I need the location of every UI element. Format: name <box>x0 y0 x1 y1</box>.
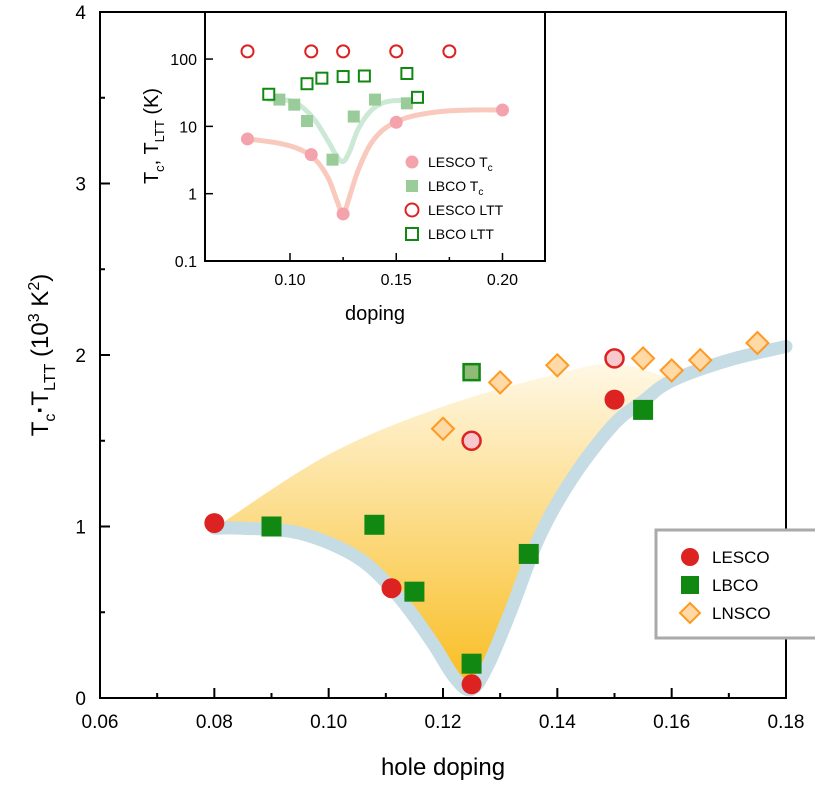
lbco-point <box>519 544 539 564</box>
inset-lbco-tc-point <box>369 94 381 106</box>
inset-legend-label: LBCO LTT <box>428 226 494 242</box>
main-x-tick-label: 0.14 <box>539 712 576 733</box>
inset-y-tick-label: 10 <box>179 119 197 136</box>
lbco-point <box>633 400 653 420</box>
inset-lbco-ltt-point <box>263 89 274 100</box>
main-legend: LESCO LBCO LNSCO <box>656 530 815 638</box>
main-legend-marker <box>681 548 699 566</box>
inset-lbco-tc-point <box>327 154 339 166</box>
main-x-tick-label: 0.06 <box>82 712 119 733</box>
inset-lesco-tc-point <box>390 116 403 129</box>
main-legend-label: LBCO <box>712 576 758 595</box>
lesco-point <box>462 674 482 694</box>
lnsco-point <box>632 347 654 369</box>
inset-lbco-ltt-point <box>412 92 423 103</box>
inset-legend-marker <box>406 180 418 192</box>
highlight-point <box>606 349 624 367</box>
inset-lbco-tc-point <box>288 99 300 111</box>
main-x-tick-label: 0.10 <box>310 712 347 733</box>
inset-lbco-ltt-point <box>302 78 313 89</box>
lbco-point <box>364 515 384 535</box>
main-legend-label: LESCO <box>712 548 770 567</box>
inset-y-tick-label: 0.1 <box>175 254 197 271</box>
inset-y-axis-label: Tc, TLTT (K) <box>141 88 167 184</box>
main-y-tick-label: 4 <box>75 3 86 24</box>
inset-lbco-ltt-point <box>316 73 327 84</box>
inset-lesco-ltt-point <box>337 45 349 57</box>
inset-lesco-tc-point <box>241 132 254 145</box>
inset-lbco-ltt-point <box>359 71 370 82</box>
inset-x-axis-label: doping <box>345 303 405 325</box>
main-legend-marker <box>681 576 699 594</box>
inset-lbco-ltt-point <box>401 68 412 79</box>
main-legend-items: LESCO LBCO LNSCO <box>680 548 771 623</box>
main-y-tick-label: 0 <box>75 689 86 710</box>
inset-y-tick-label: 100 <box>170 52 197 69</box>
inset-legend-label: LESCO LTT <box>428 202 504 218</box>
main-x-axis-label: hole doping <box>381 754 505 781</box>
inset-lbco-tc-point <box>348 111 360 123</box>
inset-lbco-tc-point <box>301 115 313 127</box>
inset-lbco-ltt-point <box>338 71 349 82</box>
lesco-point <box>605 390 625 410</box>
inset-lesco-ltt-point <box>390 45 402 57</box>
main-y-tick-label: 1 <box>75 518 86 539</box>
lesco-point <box>204 513 224 533</box>
inset-lesco-tc-point <box>305 148 318 161</box>
lbco-point <box>404 582 424 602</box>
inset-x-tick-label: 0.20 <box>487 272 518 289</box>
inset-lesco-tc-point <box>337 207 350 220</box>
highlight-point <box>464 364 480 380</box>
inset-x-tick-label: 0.10 <box>274 272 305 289</box>
inset-lesco-ltt-point <box>305 45 317 57</box>
main-y-tick-label: 2 <box>75 346 86 367</box>
inset-lesco-ltt-point <box>242 45 254 57</box>
lesco-point <box>382 578 402 598</box>
main-y-tick-label: 3 <box>75 175 86 196</box>
main-legend-label: LNSCO <box>712 604 771 623</box>
highlight-point <box>463 432 481 450</box>
main-x-tick-label: 0.18 <box>768 712 805 733</box>
main-y-axis-label: Tc·TLTT (103 K2) <box>26 274 59 436</box>
inset-lesco-tc-point <box>496 104 509 117</box>
inset-legend-marker <box>406 156 419 169</box>
inset-legend-marker <box>406 204 419 217</box>
main-x-tick-label: 0.16 <box>653 712 690 733</box>
lbco-point <box>462 654 482 674</box>
main-x-tick-label: 0.08 <box>196 712 233 733</box>
inset-lesco-ltt-point <box>443 45 455 57</box>
lbco-point <box>262 517 282 537</box>
inset-y-tick-label: 1 <box>188 187 197 204</box>
inset-legend-marker <box>406 228 418 240</box>
inset-x-tick-label: 0.15 <box>381 272 412 289</box>
inset-chart: 0.10 0.15 0.20 0.1 1 10 100 doping Tc, TLTT (K… <box>141 12 545 325</box>
main-x-tick-label: 0.12 <box>425 712 462 733</box>
